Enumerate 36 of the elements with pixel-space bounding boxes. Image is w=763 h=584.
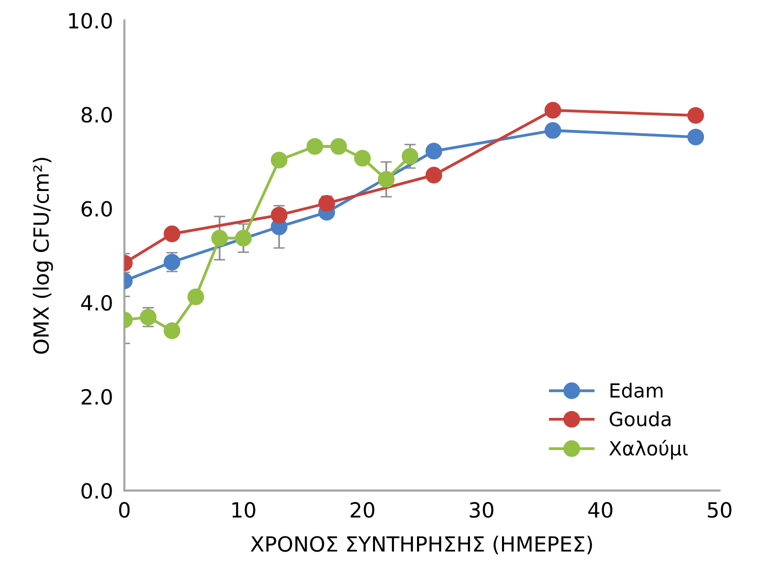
- y-tick-label: 6.0: [82, 200, 112, 217]
- point: [318, 194, 336, 212]
- legend-label: Edam: [610, 382, 662, 398]
- y-tick-label: 10.0: [69, 12, 112, 29]
- point: [164, 226, 180, 242]
- point: [426, 142, 442, 160]
- point: [330, 138, 347, 155]
- point: [378, 171, 395, 188]
- x-tick-label: 10: [232, 502, 256, 518]
- point: [402, 148, 418, 165]
- point: [270, 152, 288, 168]
- x-tick-label: 30: [470, 502, 494, 518]
- point: [306, 138, 324, 155]
- y-tick-label: 0.0: [82, 483, 112, 499]
- x-tick-label: 20: [350, 502, 374, 518]
- x-tick-label: 0: [119, 502, 130, 518]
- point: [687, 107, 704, 124]
- point: [270, 206, 288, 224]
- y-tick-label: 2.0: [82, 388, 112, 405]
- x-tick-label: 40: [588, 502, 612, 518]
- y-tick-label: 4.0: [81, 294, 112, 311]
- x-tick-label: 50: [708, 502, 732, 518]
- point: [164, 322, 180, 340]
- y-tick-label: 8.0: [82, 106, 112, 123]
- point: [544, 102, 562, 119]
- point: [211, 230, 228, 246]
- point: [354, 150, 371, 167]
- point: [544, 122, 562, 139]
- point: [235, 230, 252, 246]
- point: [426, 166, 442, 184]
- legend-label: Χαλούμι: [609, 440, 688, 460]
- point: [187, 288, 204, 306]
- legend-label: Gouda: [610, 411, 670, 426]
- point: [687, 128, 704, 146]
- y-axis-title: ΟΜΧ (log CFU/cm²): [32, 158, 53, 354]
- x-axis-title: ΧΡΟΝΟΣ ΣΥΝΤΗΡΗΣΗΣ (ΗΜΕΡΕΣ): [250, 536, 592, 554]
